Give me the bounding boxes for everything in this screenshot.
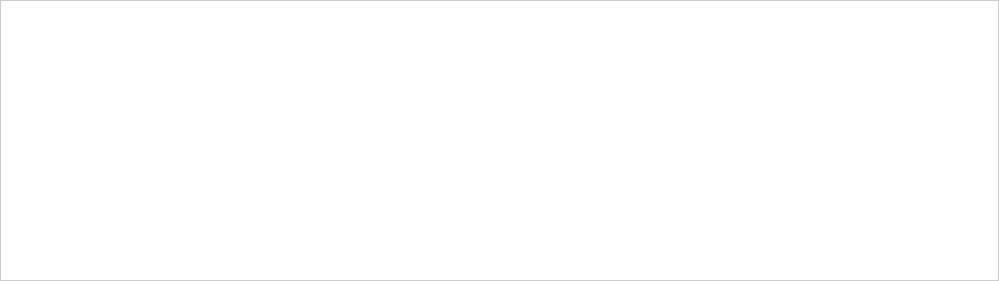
FancyBboxPatch shape <box>155 218 288 250</box>
Text: Class Journal Week 5: Class Journal Week 5 <box>876 56 972 66</box>
Text: Class Journal Week 4: Class Journal Week 4 <box>581 56 678 66</box>
FancyBboxPatch shape <box>849 186 999 218</box>
Text: Actions: Actions <box>195 16 238 29</box>
FancyBboxPatch shape <box>655 28 687 33</box>
Circle shape <box>777 266 787 269</box>
Text: Jessica Doe: Jessica Doe <box>10 134 70 144</box>
FancyBboxPatch shape <box>288 218 431 250</box>
FancyBboxPatch shape <box>431 218 553 250</box>
FancyBboxPatch shape <box>155 186 288 218</box>
Text: –: – <box>357 260 362 270</box>
Text: Research Paper: Research Paper <box>456 56 528 66</box>
Text: 20: 20 <box>486 134 499 144</box>
Text: Out of 25: Out of 25 <box>903 69 945 78</box>
Text: 20: 20 <box>215 102 228 112</box>
FancyBboxPatch shape <box>706 218 849 250</box>
Text: 20: 20 <box>623 197 636 207</box>
Text: 20: 20 <box>215 134 228 144</box>
FancyBboxPatch shape <box>849 218 999 250</box>
FancyBboxPatch shape <box>849 250 999 281</box>
Text: 55: 55 <box>353 165 366 175</box>
Text: –: – <box>921 134 927 144</box>
Text: 25: 25 <box>623 228 636 239</box>
Circle shape <box>777 108 787 111</box>
Text: Out of 60: Out of 60 <box>338 69 381 78</box>
Circle shape <box>923 108 934 111</box>
FancyBboxPatch shape <box>553 250 706 281</box>
Text: Nora Sanderson: Nora Sanderson <box>10 228 94 239</box>
Text: 20: 20 <box>215 165 228 175</box>
FancyBboxPatch shape <box>706 123 849 155</box>
Circle shape <box>629 171 639 175</box>
FancyBboxPatch shape <box>288 250 431 281</box>
FancyBboxPatch shape <box>288 123 431 155</box>
FancyBboxPatch shape <box>553 123 706 155</box>
FancyBboxPatch shape <box>706 155 849 186</box>
FancyBboxPatch shape <box>155 123 288 155</box>
Text: Plant Genetics Paper: Plant Genetics Paper <box>311 56 408 66</box>
FancyBboxPatch shape <box>716 6 961 39</box>
Circle shape <box>923 171 934 175</box>
FancyBboxPatch shape <box>849 91 999 123</box>
FancyBboxPatch shape <box>0 123 155 155</box>
Text: Reading Assignment: Reading Assignment <box>174 56 269 66</box>
FancyBboxPatch shape <box>288 186 431 218</box>
FancyBboxPatch shape <box>0 0 999 45</box>
Text: 23: 23 <box>486 165 499 175</box>
FancyBboxPatch shape <box>849 155 999 186</box>
Circle shape <box>777 140 787 143</box>
FancyBboxPatch shape <box>553 155 706 186</box>
Text: –: – <box>921 228 927 239</box>
FancyBboxPatch shape <box>0 45 999 91</box>
FancyBboxPatch shape <box>0 91 155 123</box>
Text: 25: 25 <box>486 228 499 239</box>
FancyBboxPatch shape <box>0 186 155 218</box>
Text: Out of 35: Out of 35 <box>471 69 513 78</box>
Text: ⚙: ⚙ <box>966 13 980 31</box>
Text: –: – <box>921 197 927 207</box>
Text: 29: 29 <box>486 102 499 112</box>
FancyBboxPatch shape <box>431 91 553 123</box>
Text: Search...: Search... <box>814 17 863 28</box>
FancyBboxPatch shape <box>155 155 288 186</box>
Text: –: – <box>357 197 362 207</box>
FancyBboxPatch shape <box>553 218 706 250</box>
Circle shape <box>777 235 787 238</box>
Text: 20: 20 <box>215 260 228 270</box>
Text: ▾: ▾ <box>149 18 153 27</box>
FancyBboxPatch shape <box>288 155 431 186</box>
FancyBboxPatch shape <box>431 250 553 281</box>
Text: Out of 10: Out of 10 <box>756 69 799 78</box>
Text: Out of 25: Out of 25 <box>608 69 651 78</box>
FancyBboxPatch shape <box>653 12 689 33</box>
FancyBboxPatch shape <box>706 250 849 281</box>
FancyBboxPatch shape <box>0 155 155 186</box>
FancyBboxPatch shape <box>431 123 553 155</box>
FancyBboxPatch shape <box>155 91 288 123</box>
FancyBboxPatch shape <box>0 218 155 250</box>
Text: 20: 20 <box>215 228 228 239</box>
Text: Jane Smith: Jane Smith <box>10 260 66 270</box>
Text: 55: 55 <box>353 228 366 239</box>
Text: 20: 20 <box>623 134 636 144</box>
FancyBboxPatch shape <box>849 123 999 155</box>
Text: Student Name: Student Name <box>10 63 81 73</box>
Circle shape <box>629 108 639 111</box>
Text: ▾: ▾ <box>99 18 103 27</box>
Text: 50: 50 <box>353 134 366 144</box>
FancyBboxPatch shape <box>706 186 849 218</box>
Text: Group Project Paper: Group Project Paper <box>731 56 824 66</box>
FancyBboxPatch shape <box>553 186 706 218</box>
Text: 30: 30 <box>486 197 499 207</box>
Text: Out of 20: Out of 20 <box>200 69 243 78</box>
Circle shape <box>777 203 787 206</box>
FancyBboxPatch shape <box>706 91 849 123</box>
Text: Max Johnson: Max Johnson <box>10 165 76 175</box>
FancyBboxPatch shape <box>0 250 155 281</box>
Text: –: – <box>921 260 927 270</box>
FancyBboxPatch shape <box>288 91 431 123</box>
Text: Emily Boone: Emily Boone <box>10 102 75 112</box>
Text: Gradebook: Gradebook <box>40 16 105 29</box>
FancyBboxPatch shape <box>431 155 553 186</box>
